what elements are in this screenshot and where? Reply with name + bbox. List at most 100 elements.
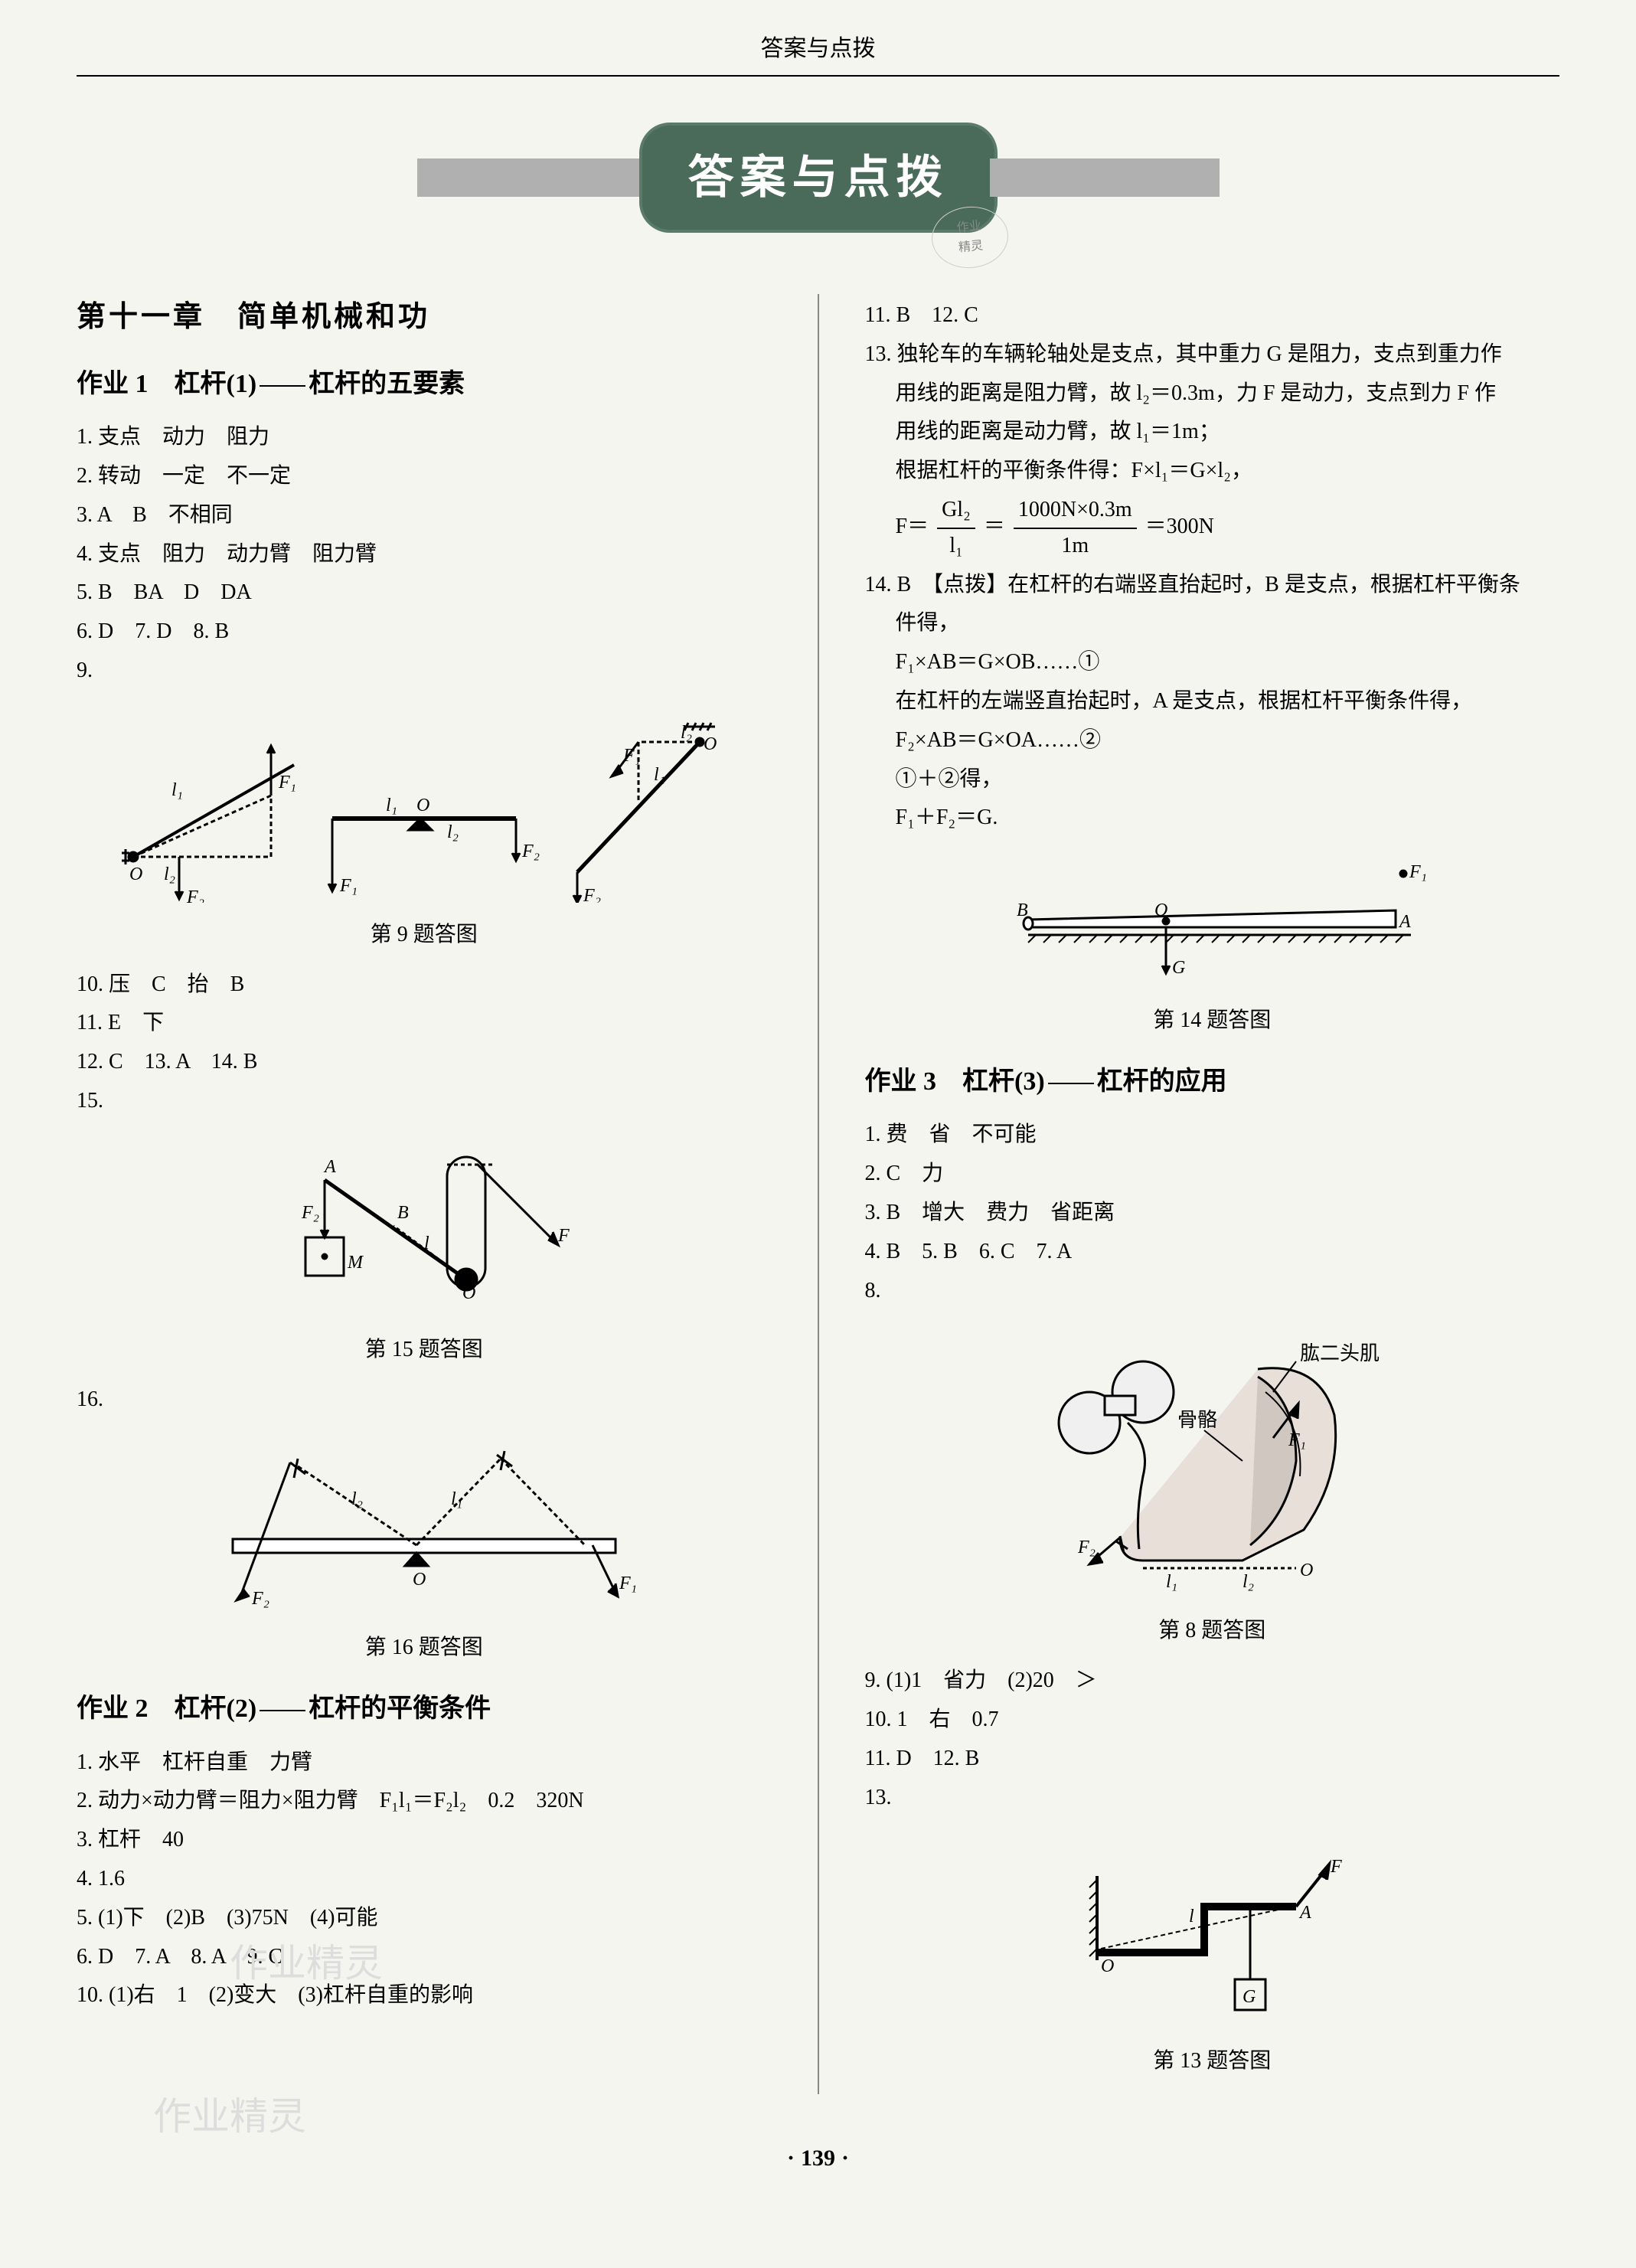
answer-line: 5. B BA D DA (77, 576, 772, 610)
section2-prefix: 作业 2 杠杆(2) (77, 1694, 256, 1723)
answer-line: 6. D 7. A 8. A 9. C (77, 1940, 772, 1975)
svg-text:l₁: l₁ (1166, 1572, 1177, 1592)
answer-line: 13. 独轮车的车辆轮轴处是支点，其中重力 G 是阻力，支点到重力作 (865, 338, 1560, 372)
answer-line: 5. (1)下 (2)B (3)75N (4)可能 (77, 1901, 772, 1936)
chapter-title: 第十一章 简单机械和功 (77, 294, 772, 341)
title-banner: 答案与点拨 作业 精灵 (77, 123, 1559, 233)
formula-result: ＝300N (1145, 515, 1214, 538)
answer-line: 10. 1 右 0.7 (865, 1703, 1560, 1737)
svg-text:F₂: F₂ (583, 886, 601, 903)
answer-line: 12. C 13. A 14. B (77, 1045, 772, 1080)
page-header: 答案与点拨 (77, 31, 1559, 77)
figure-14-caption: 第 14 题答图 (865, 1004, 1560, 1038)
answer-line: 2. C 力 (865, 1157, 1560, 1191)
svg-text:l₂: l₂ (351, 1489, 363, 1509)
answer-line: 13. (865, 1781, 1560, 1815)
answer-line: 2. 动力×动力臂＝阻力×阻力臂 F₁l₁＝F₂l₂ 0.2 320N (77, 1784, 772, 1819)
answer-line: 件得， (865, 606, 1560, 641)
svg-text:F₂: F₂ (251, 1589, 269, 1609)
svg-text:l: l (424, 1234, 429, 1253)
svg-text:F₂: F₂ (301, 1203, 319, 1223)
svg-text:F₁: F₁ (622, 746, 641, 766)
svg-text:O: O (1300, 1560, 1313, 1580)
figure-9: l₁ l₂ F₁ F₂ O O l₁ l₂ F₁ F₂ (77, 704, 772, 903)
answer-line: 9. (77, 654, 772, 688)
svg-text:F₁: F₁ (619, 1574, 637, 1593)
svg-text:B: B (397, 1203, 409, 1223)
answer-line: F₁×AB＝G×OB……① (865, 645, 1560, 680)
right-column: 11. B 12. C 13. 独轮车的车辆轮轴处是支点，其中重力 G 是阻力，… (865, 294, 1560, 2094)
answer-line: 1. 水平 杠杆自重 力臂 (77, 1746, 772, 1780)
answer-line: F₁＋F₂＝G. (865, 801, 1560, 835)
svg-text:l₁: l₁ (451, 1489, 462, 1509)
answer-line: 根据杠杆的平衡条件得：F×l₁＝G×l₂， (865, 454, 1560, 489)
answer-line: 1. 支点 动力 阻力 (77, 420, 772, 455)
figure-13-caption: 第 13 题答图 (865, 2044, 1560, 2079)
banner-bar-right (990, 158, 1220, 197)
answer-line: 14. B 【点拨】在杠杆的右端竖直抬起时，B 是支点，根据杠杆平衡条 (865, 568, 1560, 603)
svg-text:B: B (1017, 900, 1028, 920)
answer-line: 11. B 12. C (865, 299, 1560, 333)
svg-text:F₂: F₂ (186, 887, 204, 903)
left-column: 第十一章 简单机械和功 作业 1 杠杆(1)杠杆的五要素 1. 支点 动力 阻力… (77, 294, 772, 2094)
watermark: 作业精灵 (153, 2086, 306, 2147)
answer-line: 8. (865, 1274, 1560, 1309)
answer-line: 3. B 增大 费力 省距离 (865, 1196, 1560, 1230)
svg-text:O: O (462, 1283, 475, 1303)
section3-suffix: 杠杆的应用 (1097, 1067, 1227, 1096)
formula-line: F＝ Gl₂l₁ ＝ 1000N×0.3m1m ＝300N (865, 493, 1560, 564)
frac-num: 1000N×0.3m (1014, 493, 1137, 529)
section2-suffix: 杠杆的平衡条件 (309, 1694, 491, 1723)
section3-prefix: 作业 3 杠杆(3) (865, 1067, 1045, 1096)
figure-13: O A F l G (865, 1830, 1560, 2029)
answer-line: 3. A B 不相同 (77, 498, 772, 533)
svg-text:骨骼: 骨骼 (1177, 1409, 1217, 1431)
section3-title: 作业 3 杠杆(3) 杠杆的应用 (865, 1061, 1560, 1103)
formula-prefix: F＝ (896, 515, 929, 538)
svg-text:F₁: F₁ (339, 876, 358, 896)
svg-text:l₂: l₂ (1243, 1572, 1254, 1592)
figure-16-caption: 第 16 题答图 (77, 1631, 772, 1665)
svg-text:G: G (1172, 958, 1185, 978)
answer-line: 用线的距离是动力臂，故 l₁＝1m； (865, 415, 1560, 449)
svg-text:F₁: F₁ (278, 773, 296, 792)
answer-line: 3. 杠杆 40 (77, 1823, 772, 1858)
answer-line: F₂×AB＝G×OA……② (865, 724, 1560, 758)
answer-line: 9. (1)1 省力 (2)20 ＞ (865, 1664, 1560, 1698)
svg-text:O: O (129, 864, 142, 884)
svg-text:F₁: F₁ (1409, 862, 1427, 882)
figure-8: F₂ F₁ l₁ l₂ O 肱二头肌 骨骼 (865, 1323, 1560, 1599)
answer-line: 10. (1)右 1 (2)变大 (3)杠杆自重的影响 (77, 1979, 772, 2013)
figure-9-caption: 第 9 题答图 (77, 918, 772, 953)
answer-line: 11. D 12. B (865, 1742, 1560, 1776)
frac-den: l₁ (937, 529, 975, 564)
banner-bar-left (417, 158, 647, 197)
svg-text:F₂: F₂ (1077, 1538, 1096, 1557)
answer-line: 4. B 5. B 6. C 7. A (865, 1235, 1560, 1270)
figure-15: O A B l F₂ M F (77, 1134, 772, 1318)
svg-text:l₂: l₂ (681, 723, 692, 743)
svg-text:肱二头肌: 肱二头肌 (1300, 1342, 1380, 1364)
svg-text:l₁: l₁ (171, 780, 183, 800)
answer-line: 1. 费 省 不可能 (865, 1118, 1560, 1152)
answer-line: 2. 转动 一定 不一定 (77, 459, 772, 494)
svg-text:l₁: l₁ (386, 796, 397, 815)
frac-den: 1m (1014, 529, 1137, 564)
svg-text:l₂: l₂ (164, 864, 175, 884)
svg-text:O: O (413, 1570, 426, 1590)
stamp-line2: 精灵 (958, 237, 984, 258)
svg-text:O: O (704, 734, 717, 754)
svg-text:O: O (1101, 1956, 1114, 1976)
section2-title: 作业 2 杠杆(2) 杠杆的平衡条件 (77, 1688, 772, 1730)
answer-line: 在杠杆的左端竖直抬起时，A 是支点，根据杠杆平衡条件得， (865, 685, 1560, 719)
figure-8-caption: 第 8 题答图 (865, 1614, 1560, 1649)
column-divider (818, 294, 819, 2094)
section1-title: 作业 1 杠杆(1)杠杆的五要素 (77, 364, 772, 405)
answer-line: 16. (77, 1383, 772, 1417)
answer-line: 11. E 下 (77, 1006, 772, 1041)
svg-text:F₁: F₁ (1288, 1430, 1306, 1450)
answer-line: ①＋②得， (865, 763, 1560, 797)
answer-line: 15. (77, 1084, 772, 1119)
svg-text:O: O (416, 796, 429, 815)
answer-line: 4. 支点 阻力 动力臂 阻力臂 (77, 538, 772, 572)
